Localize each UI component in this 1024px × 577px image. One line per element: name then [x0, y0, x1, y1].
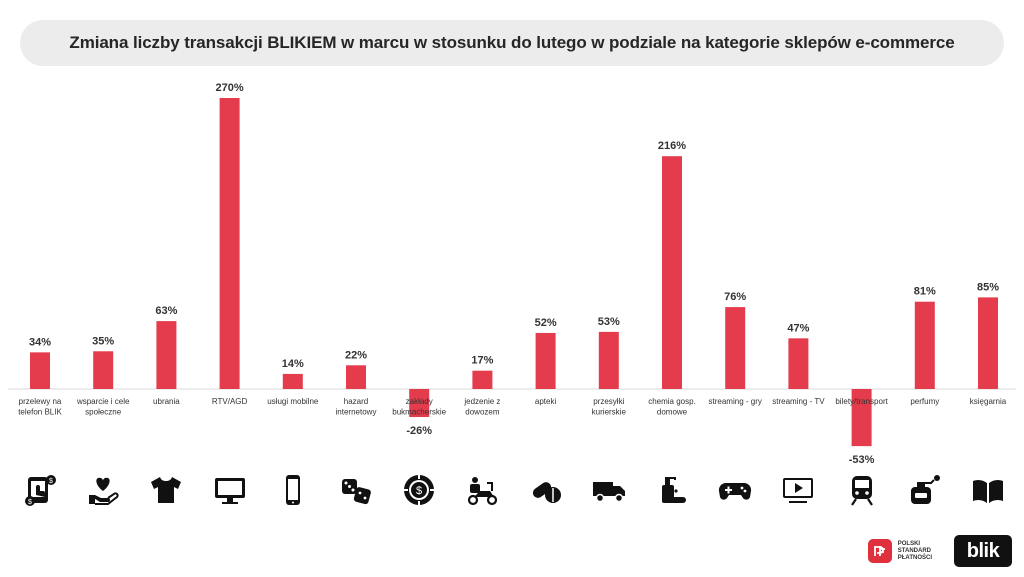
data-label: -26%	[406, 425, 432, 437]
bar	[662, 156, 682, 389]
data-label: 47%	[787, 322, 809, 334]
bar	[598, 331, 619, 389]
svg-text:$: $	[49, 478, 53, 485]
bar	[978, 297, 998, 389]
category-label: apteki	[535, 397, 557, 406]
psp-mark-icon	[867, 539, 892, 563]
data-label: 22%	[345, 349, 367, 361]
tv-play-icon	[778, 470, 818, 510]
data-label: 53%	[598, 316, 620, 328]
bar	[346, 365, 366, 389]
bar-chart: 34% przelewy na telefon BLIK 35% wsparcie i …	[8, 82, 1016, 466]
gamepad-icon	[715, 470, 755, 510]
data-label: 270%	[216, 82, 244, 94]
category-icon-row: $ $ $	[0, 470, 1024, 520]
category-label: perfumy	[910, 397, 939, 406]
bar	[725, 307, 746, 389]
category-label: zakłady bukmacherskie	[392, 397, 446, 417]
smartphone-icon	[273, 470, 313, 510]
phone-transfer-icon: $ $	[20, 470, 60, 510]
data-label: 52%	[535, 317, 557, 329]
bar	[282, 373, 303, 389]
dice-icon	[336, 470, 376, 510]
category-label: księgarnia	[970, 397, 1007, 406]
chart-title-banner: Zmiana liczby transakcji BLIKIEM w marcu…	[20, 20, 1004, 66]
category-label: streaming - TV	[772, 397, 825, 406]
delivery-truck-icon	[589, 470, 629, 510]
category-label: jedzenie z dowozem	[463, 397, 500, 417]
tshirt-icon	[146, 470, 186, 510]
category-label: RTV/AGD	[212, 397, 248, 406]
bar	[156, 321, 177, 389]
delivery-scooter-icon	[462, 470, 502, 510]
data-label: 85%	[977, 281, 999, 293]
bar	[409, 389, 430, 418]
psp-text: POLSKI STANDARD PŁATNOŚCI	[898, 541, 932, 562]
blik-logo: blik	[954, 535, 1012, 567]
footer-logos: POLSKI STANDARD PŁATNOŚCI blik	[867, 535, 1012, 567]
chart-title: Zmiana liczby transakcji BLIKIEM w marcu…	[69, 33, 955, 52]
svg-text:$: $	[28, 499, 32, 506]
category-label: usługi mobilne	[267, 397, 319, 406]
heart-hand-icon	[83, 470, 123, 510]
bar	[30, 352, 50, 389]
psp-line-2: STANDARD	[897, 547, 931, 554]
open-book-icon	[968, 470, 1008, 510]
data-label: 34%	[29, 336, 51, 348]
data-label: 14%	[282, 358, 304, 370]
data-label: -53%	[849, 454, 875, 466]
perfume-bottle-icon	[905, 470, 945, 510]
soap-dispenser-icon	[652, 470, 692, 510]
bar	[851, 389, 872, 447]
psp-logo: POLSKI STANDARD PŁATNOŚCI	[867, 539, 932, 563]
bar	[788, 338, 809, 389]
data-label: 76%	[724, 291, 746, 303]
casino-chip-icon: $	[399, 470, 439, 510]
category-label: streaming - gry	[709, 397, 762, 406]
bar	[93, 351, 114, 389]
category-label: przesyłki kurierskie	[592, 397, 627, 417]
category-label: hazard internetowy	[336, 397, 377, 417]
svg-text:$: $	[416, 485, 422, 497]
bar	[219, 98, 240, 389]
category-label: ubrania	[153, 397, 180, 406]
bar	[535, 332, 556, 389]
category-label: chemia gosp. domowe	[648, 397, 696, 417]
monitor-icon	[210, 470, 250, 510]
category-label: przelewy na telefon BLIK	[18, 397, 62, 417]
pills-icon	[526, 470, 566, 510]
data-label: 216%	[658, 140, 686, 152]
psp-line-1: POLSKI	[897, 540, 921, 547]
psp-line-3: PŁATNOŚCI	[897, 554, 932, 561]
data-label: 81%	[914, 286, 936, 298]
data-label: 35%	[92, 335, 114, 347]
category-label: bilety/transport	[835, 397, 888, 406]
bar	[472, 370, 493, 389]
category-label: wsparcie i cele społeczne	[76, 397, 130, 417]
bar	[914, 301, 935, 389]
data-label: 17%	[471, 355, 493, 367]
train-icon	[842, 470, 882, 510]
data-label: 63%	[155, 305, 177, 317]
